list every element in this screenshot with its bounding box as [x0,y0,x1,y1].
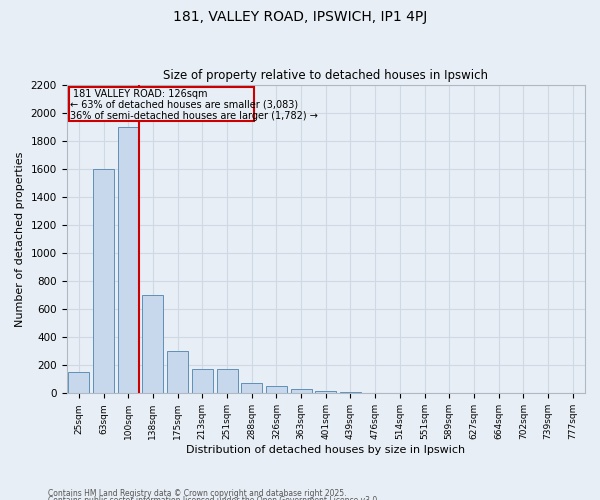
Text: Contains HM Land Registry data © Crown copyright and database right 2025.: Contains HM Land Registry data © Crown c… [48,488,347,498]
Text: Contains public sector information licensed under the Open Government Licence v3: Contains public sector information licen… [48,496,380,500]
Bar [192,369,213,394]
Title: Size of property relative to detached houses in Ipswich: Size of property relative to detached ho… [163,69,488,82]
Bar [142,295,163,394]
Text: ← 63% of detached houses are smaller (3,083): ← 63% of detached houses are smaller (3,… [70,100,298,110]
Bar [93,169,114,394]
Text: 36% of semi-detached houses are larger (1,782) →: 36% of semi-detached houses are larger (… [70,111,318,121]
Bar [315,391,336,394]
Text: 181 VALLEY ROAD: 126sqm: 181 VALLEY ROAD: 126sqm [73,89,207,99]
Bar [290,389,311,394]
Bar [340,392,361,394]
Bar [118,126,139,394]
Bar [167,351,188,394]
Y-axis label: Number of detached properties: Number of detached properties [15,152,25,326]
X-axis label: Distribution of detached houses by size in Ipswich: Distribution of detached houses by size … [186,445,466,455]
FancyBboxPatch shape [69,88,254,121]
Bar [266,386,287,394]
Bar [68,372,89,394]
Text: 181, VALLEY ROAD, IPSWICH, IP1 4PJ: 181, VALLEY ROAD, IPSWICH, IP1 4PJ [173,10,427,24]
Bar [241,383,262,394]
Bar [217,369,238,394]
